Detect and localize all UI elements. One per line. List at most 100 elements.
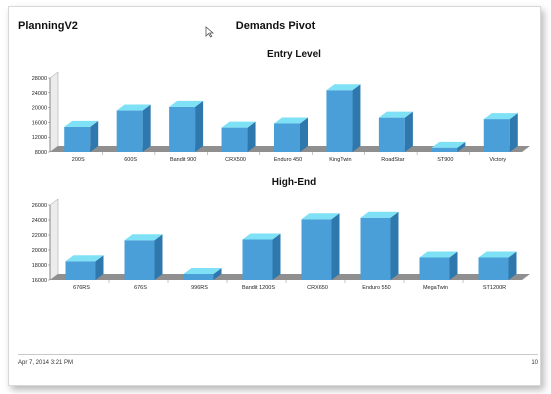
y-tick-label: 24000 [32,91,47,97]
x-tick-label: Enduro 450 [274,157,302,163]
y-tick-label: 8000 [35,150,47,156]
bar [326,84,361,152]
bar-top [483,113,518,120]
x-tick-label: RoadStar [381,157,404,163]
bar-front [478,257,509,280]
bar-side [390,211,399,280]
bar-top [478,251,517,258]
bar-front [274,123,300,152]
app-title: PlanningV2 [18,20,78,32]
bar-side [300,117,308,152]
report-title: Demands Pivot [235,20,316,32]
x-tick-label: ST1200R [483,285,506,291]
y-tick-label: 12000 [32,135,47,141]
y-tick-label: 26000 [32,203,47,209]
bar [221,121,256,152]
bar-top [221,121,256,128]
bar-front [242,239,273,280]
x-tick-label: 676S [134,285,147,291]
bar-top [378,111,413,118]
bar-front [64,126,91,152]
bar-front [116,110,143,152]
bar-top [431,141,466,148]
bar-front [360,217,391,280]
bar-top [360,211,399,218]
chart-title: Entry Level [267,49,321,60]
axis-wall [49,198,59,281]
y-tick-label: 24000 [32,218,47,224]
bar-front [483,119,510,152]
bar [360,211,399,280]
bar-side [331,213,340,280]
bar-side [90,120,99,152]
x-tick-label: KingTwin [329,157,351,163]
x-tick-label: 200S [72,157,85,163]
y-tick-label: 16000 [32,278,47,284]
x-tick-label: Enduro 550 [362,285,390,291]
bar-front [183,274,214,280]
bar-top [64,120,99,127]
bar-top [183,268,222,274]
bar [65,255,104,280]
x-tick-label: Bandit 1200S [242,285,275,291]
chart-floor [50,274,530,280]
footer-timestamp: Apr 7, 2014 3:21 PM [18,360,74,366]
bar [64,120,99,152]
bar-side [352,84,361,152]
y-tick-label: 18000 [32,263,47,269]
bar [419,251,458,280]
bar-side [213,268,222,280]
bar-top [274,117,308,124]
x-tick-label: Bandit 900 [170,157,196,163]
y-tick-label: 20000 [32,248,47,254]
x-tick-label: CRX500 [225,157,246,163]
x-tick-label: CRX650 [307,285,328,291]
bar-side [95,255,104,280]
bar-front [431,147,458,152]
bar-side [195,100,204,152]
x-tick-label: ST900 [437,157,453,163]
bar-top [65,255,104,262]
bar-side [404,111,413,152]
footer-divider [18,354,538,355]
bar-side [142,104,151,152]
bar [431,141,466,152]
bar-top [419,251,458,258]
report-page [8,6,541,386]
mouse-pointer-icon [205,26,215,38]
bar-side [247,121,256,152]
bar-side [449,251,458,280]
bar-side [457,141,466,152]
bar [378,111,413,152]
bar [183,268,222,280]
bar-side [508,251,517,280]
x-tick-label: Victory [489,157,506,163]
y-tick-label: 20000 [32,106,47,112]
bar [116,104,151,152]
bar-top [169,100,204,107]
bar-top [326,84,361,91]
chart-entry-level: Entry Level 8000 12000 16000 20000 24000 28000… [32,49,530,163]
bar-front [65,261,96,280]
x-tick-label: 600S [124,157,137,163]
bar-top [124,234,163,241]
bar-front [221,127,248,152]
bar [301,213,340,280]
bar-front [419,257,450,280]
chart-high-end: High-End 16000 18000 20000 22000 24000 26000 67… [32,177,530,291]
bar [274,117,308,152]
bar-front [301,219,332,280]
bar-top [242,233,281,240]
bar-top [116,104,151,111]
bar-side [272,233,281,280]
bar [124,234,163,280]
bar-front [124,240,155,280]
y-tick-label: 16000 [32,120,47,126]
x-tick-label: MegaTwin [423,285,448,291]
y-tick-label: 22000 [32,233,47,239]
bar [478,251,517,280]
y-tick-label: 28000 [32,76,47,82]
bar [242,233,281,280]
bar [169,100,204,152]
bar-front [378,117,405,152]
